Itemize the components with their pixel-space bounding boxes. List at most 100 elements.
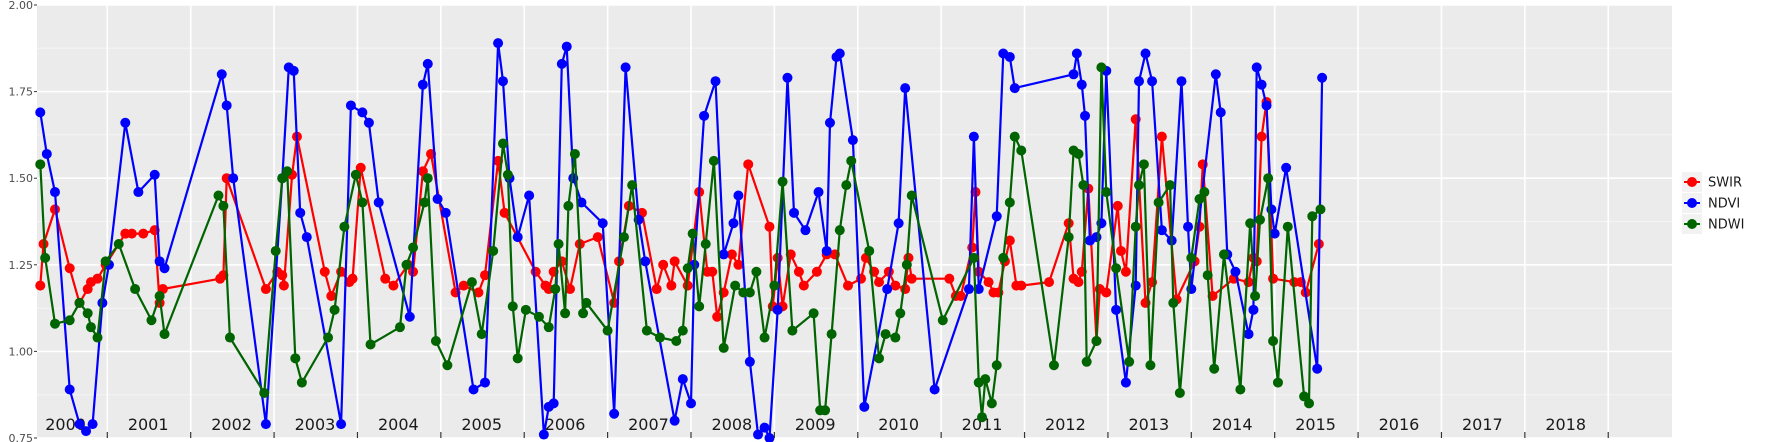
data-point-ndwi <box>1254 214 1265 225</box>
data-point-ndwi <box>694 301 705 312</box>
series-ndwi <box>35 62 1326 423</box>
data-point-ndvi <box>847 135 858 146</box>
data-point-ndwi <box>394 322 405 333</box>
data-point-ndvi <box>821 245 832 256</box>
data-point-ndvi <box>417 79 428 90</box>
data-point-ndvi <box>968 131 979 142</box>
data-point-ndvi <box>1140 48 1151 59</box>
data-point-swir <box>733 259 744 270</box>
data-point-ndwi <box>507 301 518 312</box>
legend-key-point <box>1687 219 1697 229</box>
data-point-ndvi <box>373 197 384 208</box>
data-point-swir <box>712 311 723 322</box>
year-label: 2014 <box>1212 415 1253 434</box>
data-point-ndwi <box>159 329 170 340</box>
data-point-ndwi <box>718 342 729 353</box>
data-point-ndwi <box>339 221 350 232</box>
data-point-ndvi <box>963 284 974 295</box>
data-point-ndvi <box>929 384 940 395</box>
data-point-ndwi <box>563 200 574 211</box>
data-point-swir <box>900 284 911 295</box>
data-point-ndwi <box>977 412 988 423</box>
data-point-ndwi <box>708 155 719 166</box>
data-point-ndwi <box>1209 363 1220 374</box>
data-point-ndwi <box>895 308 906 319</box>
data-point-ndwi <box>553 239 564 250</box>
data-point-ndvi <box>260 419 271 430</box>
data-point-ndwi <box>968 252 979 263</box>
data-point-ndwi <box>218 200 229 211</box>
data-point-ndwi <box>880 329 891 340</box>
data-point-ndwi <box>820 405 831 416</box>
data-point-ndvi <box>1183 221 1194 232</box>
data-point-ndvi <box>493 38 504 49</box>
data-point-ndwi <box>998 252 1009 263</box>
data-point-ndwi <box>627 180 638 191</box>
data-point-ndwi <box>1009 131 1020 142</box>
data-point-ndwi <box>578 308 589 319</box>
data-point-swir <box>890 280 901 291</box>
data-point-ndwi <box>1219 249 1230 260</box>
data-point-ndwi <box>846 155 857 166</box>
data-point-swir <box>260 284 271 295</box>
data-point-swir <box>906 273 917 284</box>
data-point-ndwi <box>1263 173 1274 184</box>
data-point-swir <box>955 290 966 301</box>
data-point-ndwi <box>1268 336 1279 347</box>
data-point-swir <box>1116 245 1127 256</box>
data-point-swir <box>842 280 853 291</box>
data-point-swir <box>1268 273 1279 284</box>
year-label: 2009 <box>795 415 836 434</box>
data-point-swir <box>347 273 358 284</box>
data-point-ndvi <box>548 398 559 409</box>
y-tick-label: 1.25 <box>9 259 34 272</box>
data-point-ndvi <box>479 377 490 388</box>
y-tick-label: 2.00 <box>9 0 34 12</box>
data-point-ndvi <box>640 256 651 267</box>
data-point-ndvi <box>1076 79 1087 90</box>
data-point-ndwi <box>49 318 60 329</box>
data-point-swir <box>1120 266 1131 277</box>
data-point-ndvi <box>1111 304 1122 315</box>
data-point-ndwi <box>113 239 124 250</box>
year-label: 2017 <box>1462 415 1503 434</box>
data-point-ndvi <box>336 419 347 430</box>
data-point-swir <box>798 280 809 291</box>
data-point-swir <box>326 290 337 301</box>
data-point-ndwi <box>808 308 819 319</box>
data-point-ndwi <box>641 325 652 336</box>
data-point-swir <box>1243 277 1254 288</box>
data-point-swir <box>1112 200 1123 211</box>
data-point-swir <box>1156 131 1167 142</box>
data-point-ndvi <box>1210 69 1221 80</box>
data-point-swir <box>1044 277 1055 288</box>
data-point-ndvi <box>882 284 893 295</box>
data-point-ndvi <box>991 211 1002 222</box>
data-point-swir <box>651 284 662 295</box>
data-point-ndwi <box>560 308 571 319</box>
data-point-ndvi <box>718 249 729 260</box>
data-point-ndwi <box>569 148 580 159</box>
year-label: 2000 <box>45 415 86 434</box>
data-point-ndwi <box>154 290 165 301</box>
year-label: 2016 <box>1379 415 1420 434</box>
data-point-ndvi <box>759 422 770 433</box>
data-point-ndwi <box>687 228 698 239</box>
year-label: 2006 <box>545 415 586 434</box>
y-tick-label: 0.75 <box>9 432 34 442</box>
data-point-swir <box>530 266 541 277</box>
data-point-swir <box>565 284 576 295</box>
data-point-ndvi <box>728 218 739 229</box>
data-point-ndwi <box>422 173 433 184</box>
data-point-ndvi <box>597 218 608 229</box>
data-point-ndwi <box>1272 377 1283 388</box>
data-point-ndvi <box>834 48 845 59</box>
data-point-ndwi <box>85 322 96 333</box>
data-point-ndvi <box>524 190 535 201</box>
y-tick-label: 1.50 <box>9 172 34 185</box>
data-point-swir <box>874 277 885 288</box>
data-point-swir <box>1073 277 1084 288</box>
data-point-ndvi <box>422 58 433 69</box>
data-point-ndvi <box>669 415 680 426</box>
data-point-ndwi <box>1078 180 1089 191</box>
